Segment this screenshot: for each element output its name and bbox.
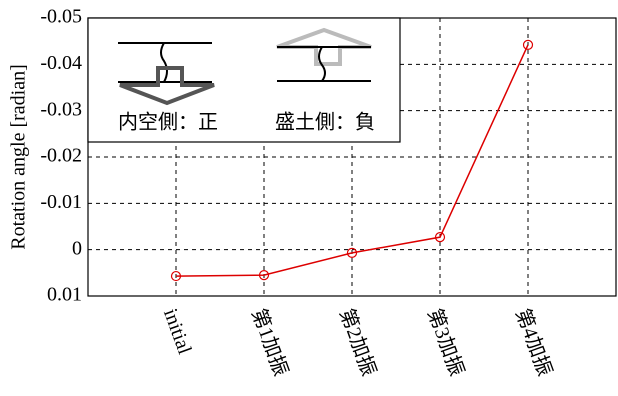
icon-inward xyxy=(118,42,215,106)
x-tick-label: 第4加振 xyxy=(511,305,557,379)
data-line xyxy=(175,44,529,277)
y-tick-label: 0.01 xyxy=(47,284,82,306)
y-tick-label: -0.04 xyxy=(40,52,82,74)
legend-text: 内空側：正 xyxy=(118,111,218,134)
y-tick-label: -0.01 xyxy=(40,191,82,213)
y-tick-label: -0.02 xyxy=(40,145,82,167)
data-point xyxy=(346,247,358,259)
icon-embankment xyxy=(276,27,372,82)
data-point xyxy=(522,39,534,50)
y-tick-label: -0.03 xyxy=(40,98,82,120)
x-tick-label: initial xyxy=(159,306,196,358)
joint xyxy=(160,42,168,83)
legend-box: 内空側：正 盛土側：負 xyxy=(87,17,401,143)
x-tick-label: 第2加振 xyxy=(335,305,381,379)
x-tick-label: 第3加振 xyxy=(423,305,469,379)
plot xyxy=(170,39,534,282)
y-axis-label: Rotation angle [radian] xyxy=(8,64,30,250)
data-point xyxy=(434,232,446,243)
data-point xyxy=(170,270,182,282)
y-tick-label: -0.05 xyxy=(40,6,82,28)
arrow-down xyxy=(119,66,215,106)
data-point xyxy=(258,270,270,281)
x-tick-label: 第1加振 xyxy=(247,305,293,379)
arrow-up xyxy=(276,27,372,66)
legend-text: 盛土側：負 xyxy=(275,111,375,134)
y-tick-label: 0 xyxy=(72,237,82,259)
joint xyxy=(318,46,326,82)
